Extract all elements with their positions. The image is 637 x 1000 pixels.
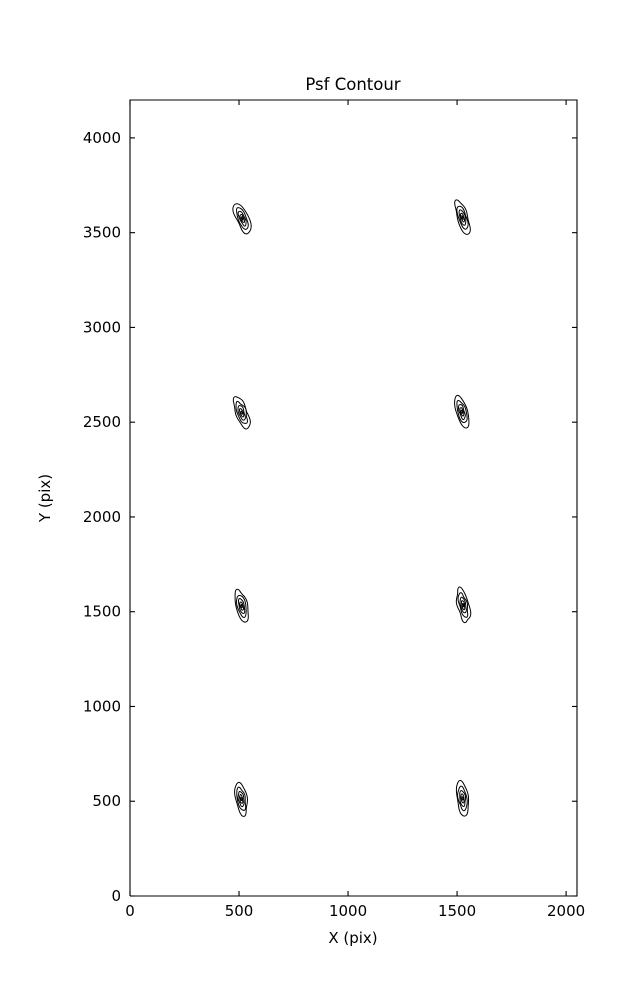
contour-level-4 [239, 213, 245, 223]
contour-level-3 [458, 209, 467, 226]
contour-level-3 [459, 596, 467, 614]
contour-level-1 [234, 781, 248, 817]
contour-level-3 [459, 790, 467, 807]
contour-level-2 [457, 592, 469, 618]
psf-contour-6 [455, 586, 472, 624]
contour-level-2 [456, 205, 469, 230]
contour-level-4 [238, 408, 245, 418]
contour-level-4 [459, 407, 465, 417]
contour-level-3 [458, 404, 466, 421]
contour-level-4 [239, 793, 244, 804]
y-tick-label: 0 [111, 887, 121, 905]
psf-contour-3 [232, 396, 251, 430]
contour-level-3 [237, 598, 246, 614]
contour-level-2 [236, 786, 247, 811]
contour-level-2 [235, 400, 248, 424]
contour-level-3 [237, 790, 245, 808]
contour-level-1 [455, 586, 472, 624]
y-tick-label: 1500 [83, 603, 121, 621]
x-axis-ticks: 0 500 1000 1500 2000 [125, 100, 585, 920]
y-tick-label: 2000 [83, 508, 121, 526]
chart-title: Psf Contour [305, 75, 400, 94]
axes-frame [129, 99, 578, 897]
contour-level-1 [232, 203, 252, 235]
contour-level-2 [236, 594, 247, 618]
contour-level-5 [240, 410, 244, 415]
x-tick-label: 0 [125, 902, 135, 920]
y-tick-label: 3500 [83, 224, 121, 242]
x-tick-label: 1000 [329, 902, 367, 920]
psf-contour-8 [455, 779, 470, 817]
contour-level-3 [237, 405, 246, 421]
psf-contour-4 [454, 394, 470, 429]
contour-level-4 [239, 601, 245, 611]
y-tick-label: 500 [92, 792, 121, 810]
psf-contour-5 [234, 588, 249, 623]
y-tick-label: 1000 [83, 697, 121, 715]
contour-level-1 [232, 396, 251, 430]
contour-level-2 [457, 785, 468, 812]
x-tick-label: 500 [225, 902, 254, 920]
x-tick-label: 2000 [547, 902, 585, 920]
y-tick-label: 4000 [83, 129, 121, 147]
contour-level-1 [455, 779, 470, 817]
contour-level-5 [461, 796, 464, 801]
contour-level-2 [236, 207, 249, 230]
contour-level-5 [461, 215, 464, 220]
contour-level-5 [460, 409, 464, 415]
psf-contour-2 [454, 199, 471, 235]
psf-contour-7 [234, 781, 248, 817]
y-axis-label: Y (pix) [36, 474, 54, 523]
contour-level-5 [240, 603, 243, 609]
y-tick-label: 2500 [83, 413, 121, 431]
contour-level-5 [240, 796, 243, 802]
contour-level-5 [461, 602, 465, 608]
contour-group [232, 199, 472, 817]
contour-level-4 [459, 212, 466, 223]
psf-contour-1 [232, 203, 252, 235]
contour-level-4 [460, 600, 466, 611]
contour-level-1 [234, 588, 249, 623]
contour-level-5 [240, 216, 244, 221]
contour-level-1 [454, 394, 470, 429]
x-tick-label: 1500 [438, 902, 476, 920]
x-axis-label: X (pix) [328, 929, 377, 947]
contour-level-4 [460, 793, 465, 804]
contour-level-1 [454, 199, 471, 235]
plot-frame [129, 99, 578, 897]
contour-level-2 [456, 399, 468, 424]
contour-level-3 [237, 210, 247, 227]
y-tick-label: 3000 [83, 318, 121, 336]
y-axis-ticks: 0 500 1000 1500 2000 2500 3000 3500 4000 [83, 129, 577, 905]
